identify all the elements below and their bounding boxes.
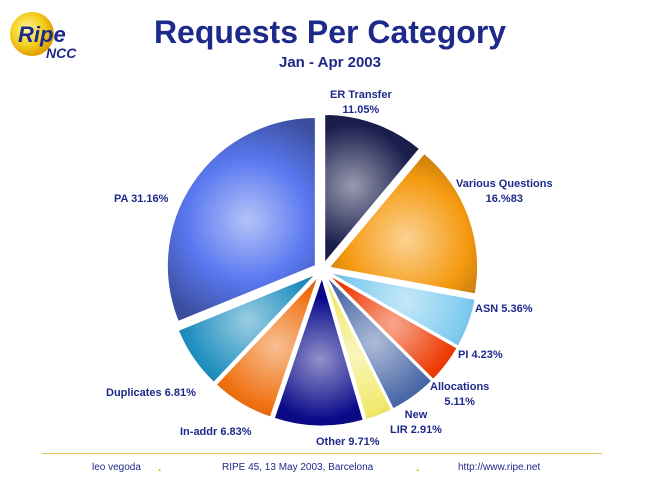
pie-slice-pi	[328, 274, 458, 381]
label-pa: PA 31.16%	[114, 193, 169, 205]
label-er-transfer: ER Transfer 11.05%	[330, 88, 392, 118]
footer-separator-2: .	[416, 460, 420, 474]
pie-slice-er-transfer	[324, 113, 421, 264]
label-allocations-value: 5.11%	[444, 396, 475, 408]
label-asn: ASN 5.36%	[475, 303, 533, 315]
pie-slice-pa	[166, 117, 316, 323]
footer-event: RIPE 45, 13 May 2003, Barcelona	[222, 462, 374, 473]
pie-slice-in-addr	[215, 276, 319, 418]
chart-subtitle: Jan - Apr 2003	[279, 54, 381, 71]
label-new-lir: New LIR 2.91%	[390, 408, 442, 438]
logo-sub-text: NCC	[46, 45, 77, 61]
ripe-ncc-logo: Ripe NCC	[10, 12, 77, 61]
label-allocations-name: Allocations	[430, 381, 490, 393]
label-various-questions: Various Questions 16.%83	[456, 177, 553, 207]
chart-title: Requests Per Category	[153, 14, 507, 50]
pie-slice-duplicates	[177, 274, 316, 383]
footer-separator-1: .	[158, 460, 162, 474]
label-other: Other 9.71%	[316, 436, 380, 448]
label-new-lir-name: New	[404, 409, 428, 421]
label-various-questions-value: 16.%83	[485, 193, 523, 205]
label-allocations: Allocations 5.11%	[430, 380, 489, 410]
label-pi: PI 4.23%	[458, 349, 503, 361]
pie-slice-allocations	[326, 276, 433, 410]
footer-divider	[42, 453, 602, 454]
label-in-addr: In-addr 6.83%	[180, 426, 252, 438]
label-er-transfer-value: 11.05%	[342, 104, 380, 116]
label-new-lir-value: LIR 2.91%	[390, 424, 442, 436]
label-er-transfer-name: ER Transfer	[330, 89, 392, 101]
footer-url[interactable]: http://www.ripe.net	[458, 462, 541, 473]
logo-sun-icon	[10, 12, 54, 56]
label-duplicates: Duplicates 6.81%	[106, 387, 196, 399]
pie-slice-various-questions	[328, 152, 478, 295]
label-various-questions-name: Various Questions	[456, 178, 553, 190]
pie-slice-other	[273, 276, 364, 427]
pie-slice-new-lir	[324, 277, 393, 421]
pie-slice-asn	[329, 272, 476, 347]
footer-author: leo vegoda	[92, 462, 141, 473]
logo-main-text: Ripe	[18, 22, 66, 47]
